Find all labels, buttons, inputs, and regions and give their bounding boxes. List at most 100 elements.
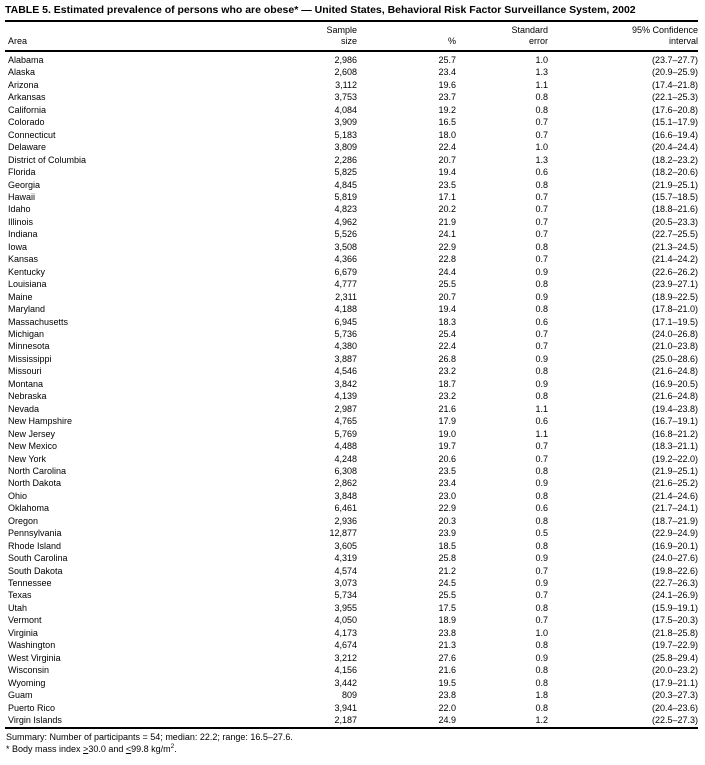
cell-area: Rhode Island — [8, 540, 62, 551]
cell-standard-error: 0.7 — [535, 615, 548, 626]
cell-standard-error: 0.7 — [535, 441, 548, 452]
cell-confidence-interval: (24.0–27.6) — [651, 553, 698, 564]
cell-confidence-interval: (23.9–27.1) — [651, 279, 698, 290]
cell-sample-size: 3,112 — [335, 79, 357, 90]
cell-sample-size: 5,526 — [334, 229, 357, 240]
cell-sample-size: 4,139 — [334, 391, 357, 402]
cell-sample-size: 2,187 — [305, 714, 357, 730]
cell-standard-error: 0.9 — [535, 578, 548, 589]
cell-standard-error: 0.7 — [535, 229, 548, 240]
cell-sample-size: 2,286 — [334, 154, 357, 165]
cell-percent: 19.0 — [438, 428, 456, 439]
cell-percent: 19.2 — [438, 104, 456, 115]
cell-sample-size: 5,734 — [334, 590, 357, 601]
cell-standard-error: 0.8 — [535, 677, 548, 688]
column-header-percent: % — [357, 22, 456, 52]
cell-percent: 22.9 — [438, 241, 456, 252]
table-row: Vermont 4,050 18.9 0.7 (17.5–20.3) — [5, 614, 698, 626]
table-row: Colorado 3,909 16.5 0.7 (15.1–17.9) — [5, 116, 698, 128]
table-row: New Mexico 4,488 19.7 0.7 (18.3–21.1) — [5, 440, 698, 452]
cell-confidence-interval: (23.7–27.7) — [651, 55, 698, 65]
cell-standard-error: 0.8 — [535, 665, 548, 676]
cell-standard-error: 0.5 — [535, 528, 548, 539]
cell-standard-error: 0.7 — [535, 216, 548, 227]
cell-sample-size: 4,380 — [334, 341, 357, 352]
cell-standard-error: 0.6 — [535, 503, 548, 514]
cell-confidence-interval: (21.4–24.2) — [651, 254, 698, 265]
footnote-line: * Body mass index >30.0 and <99.8 kg/m2. — [5, 743, 698, 755]
cell-standard-error: 0.8 — [535, 602, 548, 613]
footnote-mid: 30.0 and — [88, 744, 126, 755]
cell-percent: 24.4 — [438, 266, 456, 277]
cell-percent: 18.7 — [438, 378, 456, 389]
cell-sample-size: 5,736 — [334, 328, 357, 339]
table-row: Kentucky 6,679 24.4 0.9 (22.6–26.2) — [5, 266, 698, 278]
greater-equal-symbol: > — [83, 744, 89, 755]
cell-percent: 20.7 — [438, 154, 456, 165]
cell-area: New York — [8, 453, 47, 464]
cell-standard-error: 0.9 — [535, 378, 548, 389]
cell-area: Connecticut — [8, 129, 56, 140]
cell-standard-error: 1.1 — [535, 403, 548, 414]
prevalence-table: Area Sample size % Standard error 95% Co… — [5, 22, 698, 730]
cell-area: Maine — [8, 291, 33, 302]
cell-area: Virgin Islands — [5, 714, 305, 730]
cell-sample-size: 809 — [341, 690, 357, 701]
table-row: Guam 809 23.8 1.8 (20.3–27.3) — [5, 689, 698, 701]
cell-area: Utah — [8, 602, 28, 613]
cell-area: Wisconsin — [8, 665, 50, 676]
cell-standard-error: 1.1 — [535, 79, 548, 90]
cell-area: Pennsylvania — [8, 528, 62, 539]
table-row: Puerto Rico 3,941 22.0 0.8 (20.4–23.6) — [5, 702, 698, 714]
cell-area: Mississippi — [8, 353, 52, 364]
cell-standard-error: 0.7 — [535, 565, 548, 576]
table-row: Arkansas 3,753 23.7 0.8 (22.1–25.3) — [5, 91, 698, 103]
table-row: Georgia 4,845 23.5 0.8 (21.9–25.1) — [5, 179, 698, 191]
cell-percent: 19.4 — [438, 304, 456, 315]
cell-percent: 22.4 — [438, 341, 456, 352]
cell-area: Minnesota — [8, 341, 50, 352]
table-row: Wisconsin 4,156 21.6 0.8 (20.0–23.2) — [5, 664, 698, 676]
table-row: Minnesota 4,380 22.4 0.7 (21.0–23.8) — [5, 340, 698, 352]
table-row: Louisiana 4,777 25.5 0.8 (23.9–27.1) — [5, 278, 698, 290]
cell-confidence-interval: (21.7–24.1) — [651, 503, 698, 514]
cell-sample-size: 4,319 — [334, 553, 357, 564]
cell-percent: 21.6 — [438, 665, 456, 676]
table-row: New York 4,248 20.6 0.7 (19.2–22.0) — [5, 453, 698, 465]
cell-area: Florida — [8, 167, 36, 178]
cell-standard-error: 0.6 — [535, 316, 548, 327]
cell-sample-size: 4,674 — [334, 640, 357, 651]
table-row: Alaska 2,608 23.4 1.3 (20.9–25.9) — [5, 66, 698, 78]
cell-confidence-interval: (18.3–21.1) — [651, 441, 698, 452]
cell-percent: 18.9 — [438, 615, 456, 626]
cell-percent: 19.6 — [438, 79, 456, 90]
less-equal-symbol: < — [125, 744, 132, 755]
cell-sample-size: 3,442 — [334, 677, 357, 688]
cell-percent: 19.5 — [438, 677, 456, 688]
cell-confidence-interval: (16.8–21.2) — [651, 428, 698, 439]
cell-sample-size: 4,173 — [334, 627, 357, 638]
cell-confidence-interval: (21.6–24.8) — [651, 391, 698, 402]
cell-sample-size: 2,936 — [334, 515, 357, 526]
cell-percent: 23.5 — [438, 465, 456, 476]
cell-area: Arkansas — [8, 92, 46, 103]
table-row: Rhode Island 3,605 18.5 0.8 (16.9–20.1) — [5, 540, 698, 552]
cell-standard-error: 0.8 — [535, 366, 548, 377]
cell-area: Hawaii — [8, 191, 36, 202]
cell-percent: 20.7 — [438, 291, 456, 302]
cell-standard-error: 0.7 — [535, 590, 548, 601]
cell-standard-error: 0.7 — [535, 129, 548, 140]
cell-percent: 23.4 — [438, 67, 456, 78]
cell-confidence-interval: (22.6–26.2) — [651, 266, 698, 277]
cell-confidence-interval: (16.9–20.1) — [651, 540, 698, 551]
cell-sample-size: 6,679 — [334, 266, 357, 277]
table-row: Florida 5,825 19.4 0.6 (18.2–20.6) — [5, 166, 698, 178]
cell-percent: 18.5 — [438, 540, 456, 551]
table-row: Massachusetts 6,945 18.3 0.6 (17.1–19.5) — [5, 316, 698, 328]
cell-percent: 18.3 — [438, 316, 456, 327]
cell-percent: 23.7 — [438, 92, 456, 103]
cell-area: Virginia — [8, 627, 38, 638]
footnote-superscript: 2 — [170, 743, 175, 751]
cell-percent: 21.9 — [438, 216, 456, 227]
